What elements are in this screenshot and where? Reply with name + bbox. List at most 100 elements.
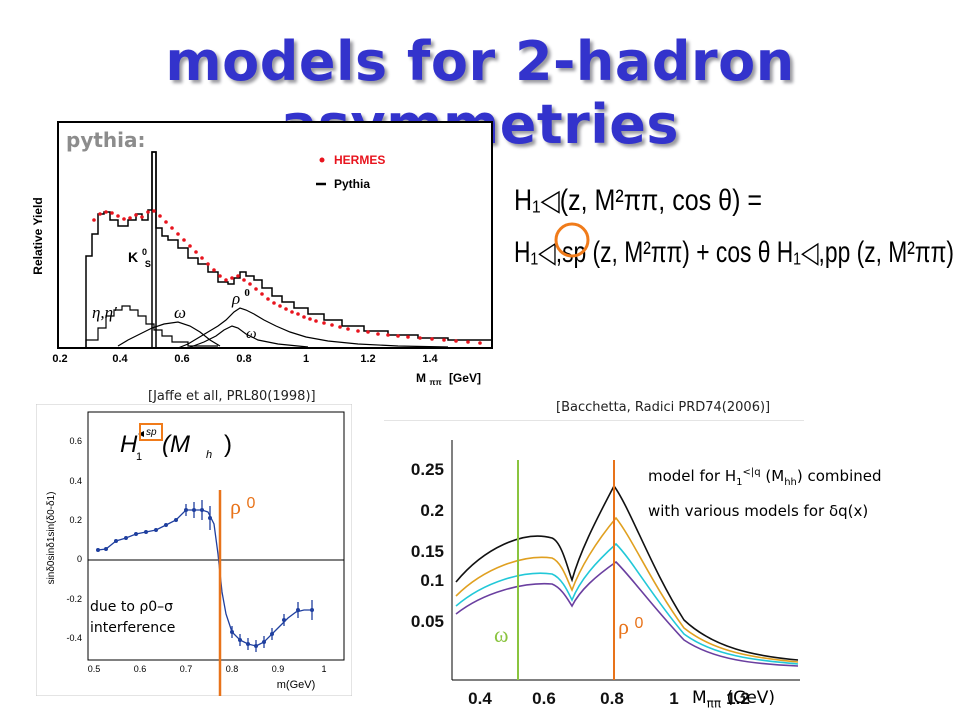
jaffe-data-point	[254, 644, 258, 648]
jaffe-y-tick: -0.4	[66, 633, 82, 643]
legend-hermes-marker	[319, 157, 325, 163]
jaffe-citation: [Jaffe et all, PRL80(1998)]	[148, 389, 316, 404]
jaffe-formula-sup: sp	[146, 427, 157, 438]
jaffe-formula-M: (M	[162, 431, 190, 458]
bacchetta-rho-symbol: ρ	[618, 614, 629, 639]
hermes-data-point	[322, 321, 326, 325]
jaffe-x-tick: 1	[321, 664, 326, 674]
hermes-data-point	[164, 220, 168, 224]
jaffe-data-point	[296, 608, 300, 612]
hermes-data-point	[182, 238, 186, 242]
jaffe-data-point	[184, 508, 188, 512]
hermes-data-point	[272, 301, 276, 305]
hermes-data-point	[356, 329, 360, 333]
sp-highlight-circle	[554, 222, 590, 258]
hermes-data-point	[338, 325, 342, 329]
hermes-x-label-m: M	[416, 371, 426, 385]
pythia-total-histogram	[85, 151, 492, 348]
jaffe-y-tick: 0	[77, 554, 82, 564]
kaon-sup: 0	[142, 247, 147, 257]
hermes-data-point	[212, 268, 216, 272]
kaon-spike	[151, 151, 157, 348]
rho-histogram	[177, 307, 449, 349]
jaffe-data-point	[200, 508, 204, 512]
hermes-data-point	[478, 341, 482, 345]
bacchetta-rho-sup: 0	[634, 615, 643, 632]
hermes-x-tick: 0.6	[174, 353, 189, 365]
jaffe-x-tick: 0.6	[134, 664, 147, 674]
bacchetta-y-tick: 0.1	[420, 571, 444, 590]
hermes-x-axis-label: M ππ [GeV]	[416, 371, 481, 388]
sp-highlight-box	[139, 423, 163, 441]
jaffe-data-point	[144, 530, 148, 534]
kaon-sub: S	[145, 259, 151, 269]
hermes-data-point	[406, 335, 410, 339]
hermes-data-point	[218, 274, 222, 278]
jaffe-data-point	[154, 528, 158, 532]
jaffe-x-tick: 0.9	[272, 664, 285, 674]
hermes-data-point	[260, 292, 264, 296]
hermes-data-point	[194, 250, 198, 254]
hermes-x-tick: 0.4	[112, 353, 128, 365]
bacchetta-y-tick: 0.05	[411, 612, 444, 631]
jaffe-formula-close: )	[224, 431, 232, 458]
hermes-data-point	[254, 287, 258, 291]
bacchetta-x-tick: 0.6	[532, 689, 556, 708]
jaffe-data-point	[238, 638, 242, 642]
pythia-label: pythia:	[66, 128, 146, 152]
hermes-x-tick: 0.8	[236, 353, 251, 365]
hermes-data-point	[104, 210, 108, 214]
bacchetta-x-tick: 1	[669, 689, 678, 708]
jaffe-x-tick: 0.5	[88, 664, 101, 674]
omega-label: ω	[494, 622, 508, 647]
hermes-data-point	[170, 226, 174, 230]
hermes-x-tick: 1	[303, 353, 309, 365]
bacchetta-x-tick: 1.2	[726, 689, 750, 708]
hermes-data-point	[128, 216, 132, 220]
eta-histogram	[85, 305, 218, 348]
jaffe-formula-h: h	[206, 449, 212, 461]
interference-note: due to ρ0–σ interference	[90, 597, 212, 639]
hermes-data-point	[248, 282, 252, 286]
jaffe-data-point	[262, 640, 266, 644]
hermes-data-point	[176, 232, 180, 236]
hermes-data-point	[442, 338, 446, 342]
bacchetta-x-axis-label: Mππ (GeV)	[692, 688, 775, 710]
hermes-data-point	[158, 214, 162, 218]
model-curve-cyan	[455, 542, 799, 665]
model-note-b: (M	[760, 467, 785, 485]
jaffe-data-point	[282, 618, 286, 622]
kaon-annotation: K 0 S	[128, 242, 151, 269]
bacchetta-rho-label: ρ 0	[618, 614, 643, 639]
bacchetta-x-label-m: M	[692, 688, 707, 708]
rho-annotation: ρ 0	[231, 287, 250, 308]
bacchetta-y-tick: 0.15	[411, 542, 444, 561]
legend-pythia: Pythia	[334, 177, 370, 191]
fragmentation-formula: H₁◁(z, M²ππ, cos θ) = H₁◁,sp (z, M²ππ) +…	[510, 168, 958, 298]
hermes-data-point	[308, 317, 312, 321]
hermes-x-tick: 1.2	[360, 353, 375, 365]
hermes-data-point	[98, 212, 102, 216]
model-note-a: model for H	[648, 467, 737, 485]
model-note-line-2: with various models for δq(x)	[648, 502, 869, 520]
hermes-data-point	[152, 209, 156, 213]
hermes-data-point	[134, 213, 138, 217]
hermes-y-axis-label: Relative Yield	[31, 197, 45, 274]
jaffe-model-curve	[97, 509, 312, 647]
hermes-data-point	[454, 339, 458, 343]
jaffe-x-tick: 0.8	[226, 664, 239, 674]
hermes-data-point	[278, 304, 282, 308]
hermes-data-point	[188, 244, 192, 248]
hermes-data-point	[346, 327, 350, 331]
model-note: model for H1<|q (Mhh) combined with vari…	[648, 458, 882, 526]
kaon-k: K	[128, 249, 138, 265]
jaffe-figure: sinδ0sinδ1sin(δ0-δ1) 0.6 0.4 0.2 0 -0.2 …	[35, 403, 353, 697]
hermes-data-point	[290, 310, 294, 314]
interference-line-2: interference	[90, 620, 176, 636]
jaffe-formula-H: H	[120, 431, 138, 458]
model-note-c: ) combined	[796, 467, 882, 485]
jaffe-data-point	[134, 532, 138, 536]
hermes-data-point	[146, 210, 150, 214]
hermes-data-point	[302, 315, 306, 319]
jaffe-data-point	[174, 518, 178, 522]
